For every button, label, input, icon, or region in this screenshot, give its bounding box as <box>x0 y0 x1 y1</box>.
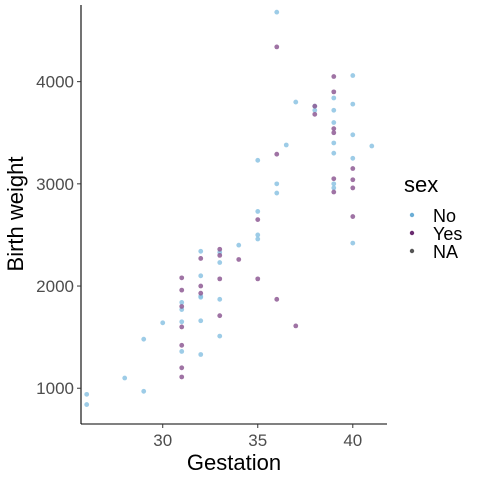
data-point <box>331 181 337 187</box>
x-tick-label: 30 <box>153 431 172 450</box>
data-point <box>350 73 356 78</box>
data-point <box>179 349 185 354</box>
data-point <box>179 365 185 371</box>
y-tick-label: 1000 <box>36 379 74 398</box>
data-point <box>255 157 261 163</box>
data-point <box>217 276 223 282</box>
data-point <box>274 296 280 302</box>
data-point <box>293 99 299 105</box>
data-point <box>179 319 185 325</box>
data-point <box>236 242 242 248</box>
data-point <box>350 101 356 107</box>
data-point <box>179 342 185 348</box>
series-yes <box>179 44 356 380</box>
data-point <box>331 150 337 156</box>
data-point <box>331 74 337 79</box>
y-tick-label: 4000 <box>36 73 74 92</box>
data-point <box>198 318 204 324</box>
data-point <box>179 299 185 305</box>
data-point <box>217 296 223 302</box>
data-point <box>141 336 147 342</box>
data-point <box>331 130 337 136</box>
data-point <box>84 402 90 407</box>
data-point <box>122 375 128 381</box>
data-point <box>350 155 356 161</box>
data-point <box>84 391 90 397</box>
data-point <box>331 176 337 182</box>
data-point <box>179 324 185 330</box>
axes <box>80 5 387 425</box>
data-point <box>255 276 261 282</box>
data-point <box>255 217 261 223</box>
data-point <box>198 248 204 254</box>
data-point <box>283 142 289 148</box>
x-tick-label: 35 <box>248 431 267 450</box>
legend-label-yes: Yes <box>433 224 462 244</box>
data-point <box>198 283 204 289</box>
data-point <box>141 388 147 394</box>
y-axis-title: Birth weight <box>3 157 28 272</box>
data-point <box>179 287 185 293</box>
y-tick-label: 3000 <box>36 175 74 194</box>
data-point <box>179 275 185 281</box>
data-point <box>312 107 318 113</box>
y-tick-label: 2000 <box>36 277 74 296</box>
data-point <box>293 323 299 329</box>
data-point <box>217 252 223 258</box>
data-point <box>179 374 185 380</box>
data-point <box>331 120 337 125</box>
data-point <box>255 209 261 214</box>
data-point <box>198 352 204 357</box>
legend-title: sex <box>404 172 438 197</box>
data-point <box>274 44 280 50</box>
data-point <box>350 166 356 171</box>
data-point <box>274 190 280 196</box>
data-point <box>217 333 223 339</box>
data-point <box>312 111 318 117</box>
data-point <box>160 320 166 326</box>
legend-label-na: NA <box>433 242 458 262</box>
data-point <box>350 132 356 138</box>
data-point <box>255 232 261 238</box>
data-point <box>331 89 337 95</box>
data-point <box>179 304 185 309</box>
legend-label-no: No <box>433 206 456 226</box>
legend-key-na <box>409 248 415 254</box>
data-point <box>312 103 318 109</box>
data-point <box>236 257 242 262</box>
data-point <box>217 260 223 265</box>
data-point <box>331 189 337 195</box>
legend-key-no <box>409 212 415 218</box>
data-point <box>274 181 280 187</box>
data-point <box>350 177 356 183</box>
data-point <box>274 9 280 15</box>
data-point <box>350 214 356 219</box>
series-no <box>84 9 375 407</box>
data-point <box>217 246 223 252</box>
data-point <box>274 151 280 157</box>
x-tick-label: 40 <box>343 431 362 450</box>
data-point <box>350 240 356 246</box>
data-point <box>255 236 261 242</box>
y-ticks: 1000 2000 3000 4000 <box>36 73 81 398</box>
legend-key-yes <box>409 230 415 236</box>
data-point <box>331 140 337 146</box>
data-point <box>350 185 356 191</box>
x-ticks: 30 35 40 <box>153 424 362 450</box>
data-point <box>369 143 375 149</box>
data-point <box>331 126 337 132</box>
x-axis-title: Gestation <box>187 450 281 475</box>
data-point <box>198 290 204 296</box>
data-point <box>198 273 204 279</box>
data-point <box>198 256 204 261</box>
data-point <box>217 313 223 319</box>
data-point <box>331 95 337 101</box>
data-points <box>84 9 375 407</box>
data-point <box>331 107 337 113</box>
data-point <box>331 185 337 191</box>
